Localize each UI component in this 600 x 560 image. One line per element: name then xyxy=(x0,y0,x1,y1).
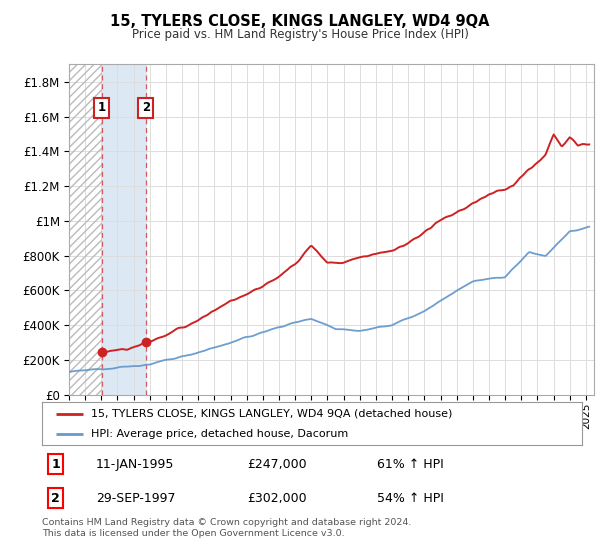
Text: 15, TYLERS CLOSE, KINGS LANGLEY, WD4 9QA: 15, TYLERS CLOSE, KINGS LANGLEY, WD4 9QA xyxy=(110,14,490,29)
Text: HPI: Average price, detached house, Dacorum: HPI: Average price, detached house, Daco… xyxy=(91,430,348,439)
Text: 1: 1 xyxy=(51,458,60,470)
Text: 15, TYLERS CLOSE, KINGS LANGLEY, WD4 9QA (detached house): 15, TYLERS CLOSE, KINGS LANGLEY, WD4 9QA… xyxy=(91,409,452,419)
Text: 29-SEP-1997: 29-SEP-1997 xyxy=(96,492,176,505)
Bar xyxy=(102,64,146,395)
Bar xyxy=(69,64,102,395)
Text: 2: 2 xyxy=(51,492,60,505)
Text: £302,000: £302,000 xyxy=(247,492,307,505)
Text: 1: 1 xyxy=(98,101,106,114)
Text: £247,000: £247,000 xyxy=(247,458,307,470)
Text: Price paid vs. HM Land Registry's House Price Index (HPI): Price paid vs. HM Land Registry's House … xyxy=(131,28,469,41)
Text: 11-JAN-1995: 11-JAN-1995 xyxy=(96,458,175,470)
Text: 61% ↑ HPI: 61% ↑ HPI xyxy=(377,458,443,470)
Text: This data is licensed under the Open Government Licence v3.0.: This data is licensed under the Open Gov… xyxy=(42,529,344,538)
Text: 54% ↑ HPI: 54% ↑ HPI xyxy=(377,492,443,505)
Bar xyxy=(69,64,102,395)
Text: 2: 2 xyxy=(142,101,150,114)
Text: Contains HM Land Registry data © Crown copyright and database right 2024.: Contains HM Land Registry data © Crown c… xyxy=(42,518,412,527)
